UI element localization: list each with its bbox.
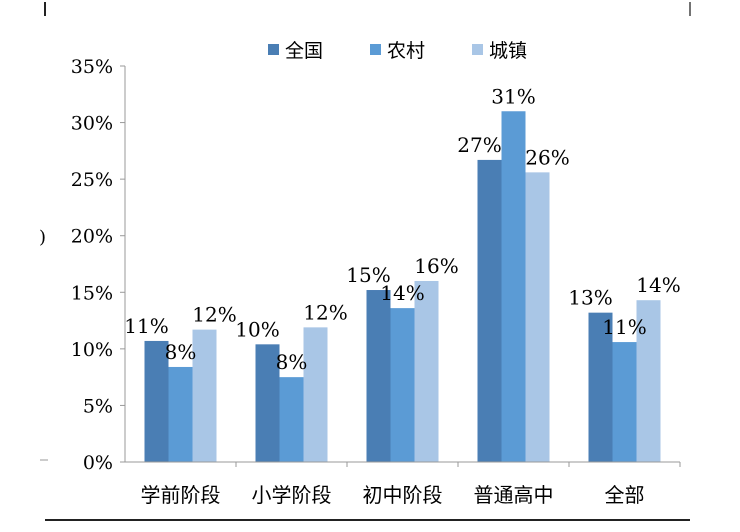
- x-tick-label: 普通高中: [474, 483, 554, 507]
- legend-swatch: [268, 44, 279, 55]
- legend-label: 城镇: [489, 40, 527, 62]
- bar: [279, 377, 304, 462]
- x-tick-label: 小学阶段: [252, 483, 332, 507]
- edge-fragment-text: ): [39, 227, 46, 248]
- bar: [414, 280, 439, 462]
- bar-data-label: 26%: [525, 145, 569, 169]
- bar: [525, 172, 550, 462]
- bar: [501, 111, 526, 462]
- bar: [588, 312, 613, 462]
- bar: [390, 308, 415, 462]
- bar-data-label: 11%: [602, 315, 646, 339]
- data-labels: 11%8%12%10%8%12%15%14%16%27%31%26%13%11%…: [124, 84, 680, 374]
- legend: 全国 农村 城镇: [268, 40, 527, 62]
- legend-swatch: [472, 44, 483, 55]
- bar: [255, 344, 280, 462]
- bar-data-label: 27%: [457, 133, 501, 157]
- bar-data-label: 12%: [192, 303, 236, 327]
- bar-data-label: 14%: [636, 273, 680, 297]
- bar: [192, 329, 217, 462]
- bar-data-label: 16%: [414, 254, 458, 278]
- x-tick-label: 全部: [605, 483, 645, 507]
- bar-data-label: 8%: [276, 350, 308, 374]
- bar-data-label: 8%: [165, 340, 197, 364]
- y-tick-label: 35%: [71, 56, 113, 78]
- y-tick-label: 0%: [83, 452, 113, 474]
- bar: [168, 366, 193, 462]
- y-axis: 0% 5% 10% 15% 20% 25% 30% 35%: [71, 56, 126, 474]
- bar-data-label: 13%: [568, 286, 612, 310]
- y-tick-label: 10%: [71, 339, 113, 361]
- legend-label: 农村: [387, 40, 425, 62]
- x-tick-label: 学前阶段: [141, 483, 221, 507]
- x-axis: 学前阶段 小学阶段 初中阶段 普通高中 全部: [125, 461, 681, 507]
- bar-data-label: 10%: [235, 317, 279, 341]
- bar-data-label: 31%: [491, 84, 535, 108]
- bars: [144, 111, 661, 462]
- bar: [303, 327, 328, 462]
- y-tick-label: 20%: [71, 226, 113, 248]
- y-tick-label: 5%: [83, 395, 113, 417]
- legend-label: 全国: [285, 40, 323, 62]
- y-tick-label: 15%: [71, 282, 113, 304]
- bar-data-label: 12%: [303, 300, 347, 324]
- bar: [477, 159, 502, 462]
- bar: [366, 290, 391, 462]
- bar-data-label: 14%: [380, 281, 424, 305]
- bar-data-label: 15%: [346, 263, 390, 287]
- bar: [636, 300, 661, 462]
- y-tick-label: 30%: [71, 113, 113, 135]
- bar: [144, 340, 169, 462]
- y-tick-label: 25%: [71, 169, 113, 191]
- bar-data-label: 11%: [124, 314, 168, 338]
- legend-swatch: [370, 44, 381, 55]
- x-tick-label: 初中阶段: [363, 483, 443, 507]
- bar: [612, 342, 637, 462]
